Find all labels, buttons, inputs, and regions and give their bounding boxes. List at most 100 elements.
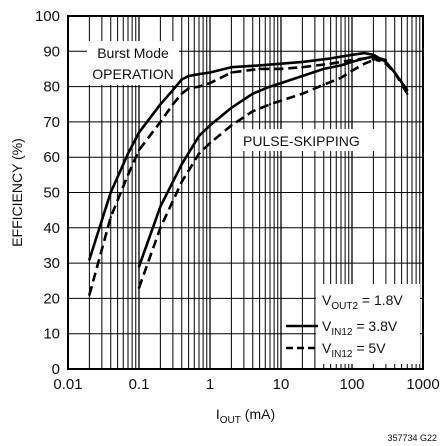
data-point: [329, 62, 332, 65]
data-point: [180, 180, 183, 184]
annotation-mask: [239, 129, 375, 151]
data-point: [372, 55, 375, 58]
legend-vout-sub: OUT2: [331, 301, 358, 312]
legend-entry-solid-main: V: [322, 318, 332, 334]
legend-vout-label: VOUT2 = 1.8V: [322, 292, 403, 312]
series-line-burst-dashed: [88, 57, 409, 296]
data-point: [251, 92, 254, 95]
y-tick-label: 80: [43, 79, 60, 96]
legend: VOUT2 = 1.8V VIN12 = 3.8V VIN12 = 5V: [286, 292, 403, 360]
data-point: [258, 64, 261, 67]
data-point: [384, 62, 388, 65]
data-point: [137, 286, 141, 289]
legend-vout-rest: = 1.8V: [358, 292, 403, 308]
data-point: [180, 163, 183, 166]
data-point: [350, 69, 354, 72]
x-axis-label-main: I: [216, 406, 220, 422]
data-point: [279, 99, 283, 102]
data-point: [258, 67, 261, 71]
data-point: [197, 73, 201, 76]
data-point: [322, 83, 325, 87]
legend-vout-main: V: [322, 292, 332, 308]
data-point: [109, 191, 112, 194]
data-point: [187, 74, 190, 78]
data-point: [393, 71, 396, 74]
figure-code: 357734 G22: [387, 433, 437, 443]
data-point: [171, 103, 175, 106]
x-tick-label: 0.1: [129, 376, 150, 393]
annotation-mask: [87, 41, 179, 85]
x-tick-label: 10: [273, 376, 290, 393]
data-point: [109, 216, 112, 219]
burst-mode-label-line2: OPERATION: [92, 66, 173, 82]
data-point: [208, 141, 212, 145]
legend-entry-solid-sub: IN12: [331, 327, 353, 338]
series-lines: [88, 51, 409, 297]
data-point: [279, 62, 283, 65]
legend-entry-dashed-sub: IN12: [331, 349, 353, 360]
data-point: [208, 124, 212, 127]
data-point: [372, 58, 375, 62]
y-tick-label: 40: [43, 220, 60, 237]
data-point: [197, 134, 201, 138]
y-axis-label: EFFICIENCY (%): [9, 138, 25, 247]
data-point: [197, 85, 201, 88]
legend-entry-solid-rest: = 3.8V: [352, 318, 397, 334]
y-tick-label: 50: [43, 185, 60, 202]
data-point: [339, 64, 343, 67]
y-tick-label: 0: [52, 361, 60, 378]
data-point: [339, 76, 343, 80]
data-point: [230, 106, 233, 110]
data-point: [159, 120, 162, 124]
annotation-mask: [316, 284, 420, 364]
data-point: [279, 81, 283, 85]
x-tick-label: 1: [206, 376, 214, 393]
x-tick-label: 100: [339, 376, 364, 393]
data-point: [126, 173, 130, 176]
legend-entry-dashed: VIN12 = 5V: [322, 340, 386, 360]
tick-labels: 0 10 20 30 40 50 60 70 80 90 100 0.01 0.1 1 10 100 1000: [35, 8, 440, 393]
data-point: [322, 67, 325, 71]
data-point: [180, 78, 183, 81]
data-point: [137, 265, 141, 268]
data-point: [301, 74, 304, 78]
data-point: [279, 67, 283, 71]
x-axis-label-unit: (mA): [241, 406, 275, 422]
y-tick-label: 100: [35, 8, 60, 25]
data-point: [88, 293, 91, 297]
y-tick-label: 20: [43, 290, 60, 307]
data-point: [197, 152, 201, 155]
data-point: [159, 103, 162, 106]
data-point: [301, 92, 304, 95]
data-point: [363, 62, 366, 65]
data-point: [230, 71, 233, 74]
data-point: [251, 110, 254, 113]
pulse-skipping-label: PULSE-SKIPPING: [243, 133, 360, 149]
y-tick-label: 90: [43, 43, 60, 60]
data-point: [230, 66, 233, 69]
legend-entry-dashed-main: V: [322, 340, 332, 356]
data-point: [126, 152, 130, 155]
y-tick-label: 70: [43, 114, 60, 131]
data-point: [350, 53, 354, 56]
data-point: [171, 88, 175, 92]
data-point: [230, 124, 233, 127]
annotation-masks: [87, 41, 420, 364]
data-point: [384, 58, 388, 62]
data-point: [268, 103, 272, 106]
x-tick-label: 0.01: [53, 376, 82, 393]
data-point: [159, 226, 162, 229]
data-point: [329, 57, 332, 60]
y-tick-label: 30: [43, 255, 60, 272]
x-axis-label-sub: OUT: [220, 415, 241, 426]
data-point: [301, 66, 304, 69]
data-point: [350, 60, 354, 64]
data-point: [187, 87, 190, 90]
data-point: [208, 81, 212, 85]
data-point: [363, 51, 366, 55]
x-tick-label: 1000: [406, 376, 439, 393]
x-axis-label: IOUT (mA): [216, 406, 275, 426]
burst-mode-label-line1: Burst Mode: [97, 45, 169, 61]
data-point: [301, 60, 304, 64]
